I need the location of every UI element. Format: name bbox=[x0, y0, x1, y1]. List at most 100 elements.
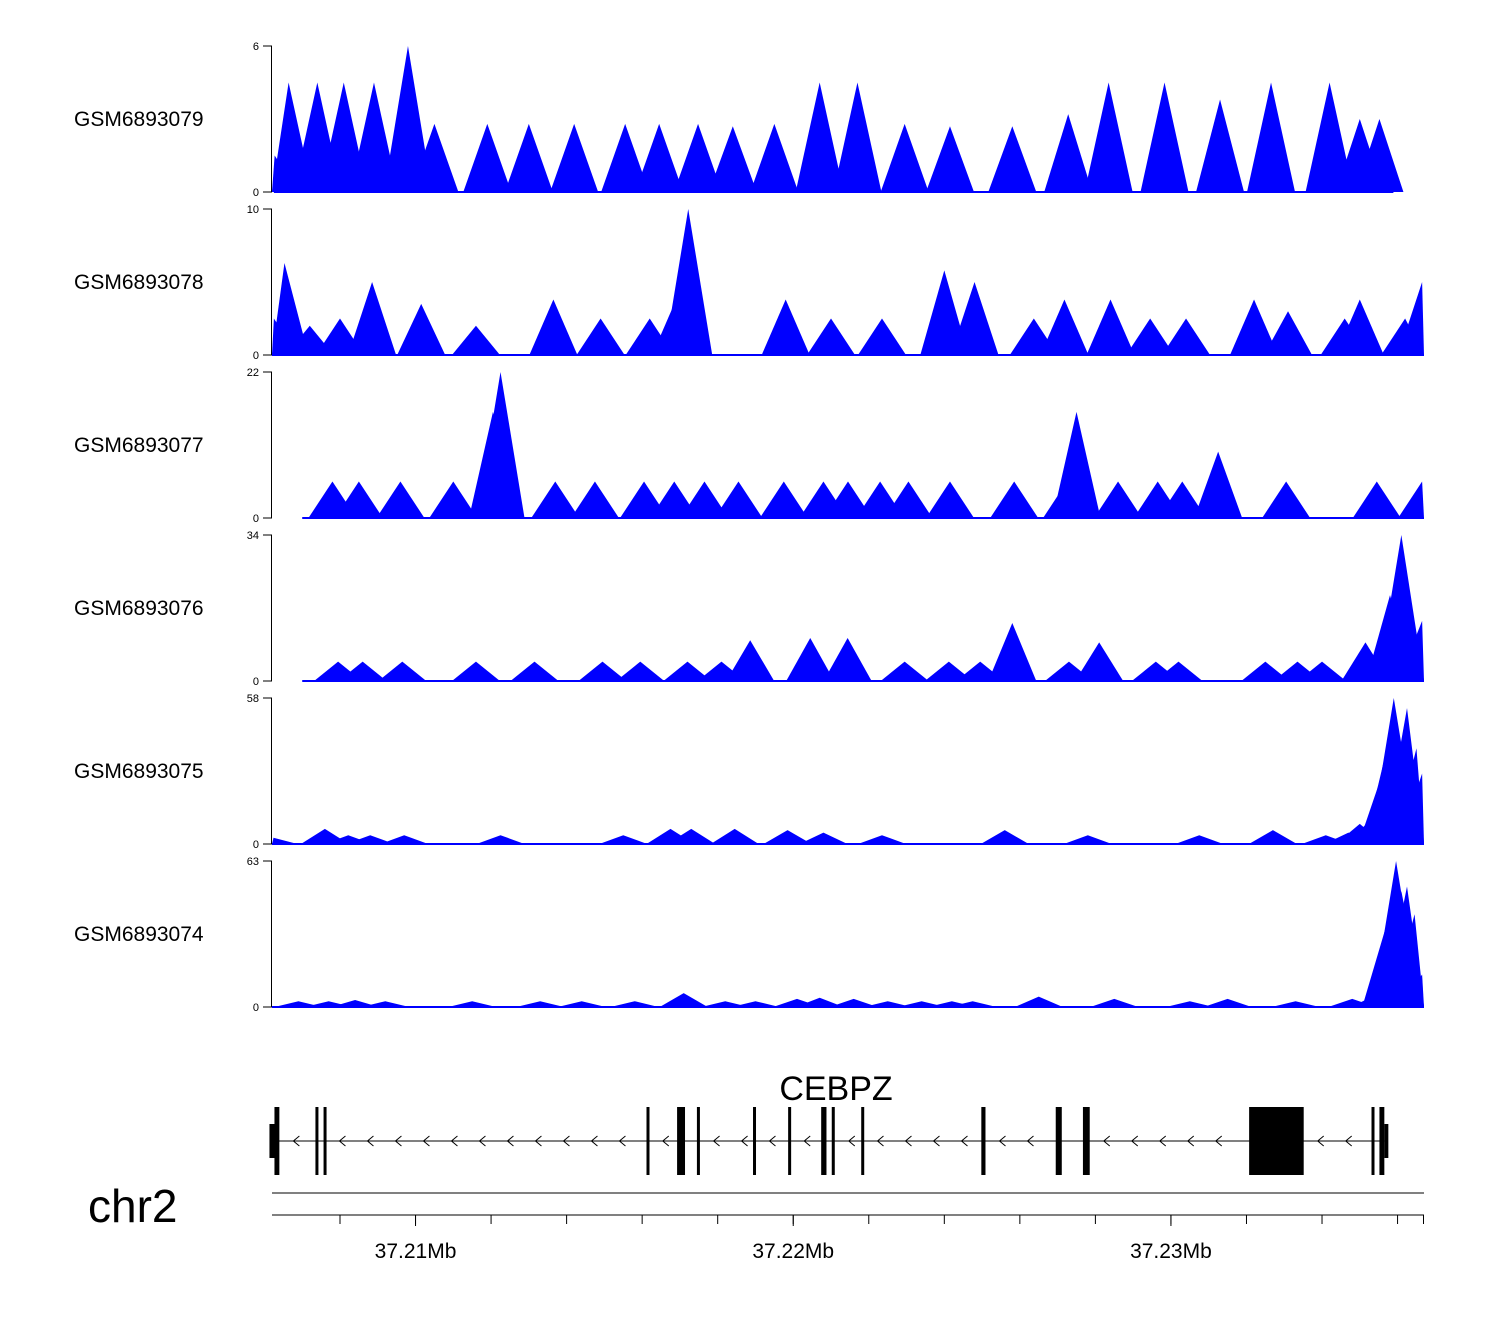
strand-arrow bbox=[1186, 1135, 1195, 1147]
y-axis-max-label: 63 bbox=[247, 856, 259, 868]
exon bbox=[677, 1107, 686, 1175]
strand-arrow bbox=[1316, 1135, 1325, 1147]
exon bbox=[821, 1107, 827, 1175]
coverage-peak bbox=[463, 123, 512, 192]
strand-arrow bbox=[450, 1135, 458, 1147]
coverage-peak bbox=[272, 837, 298, 844]
coverage-peak bbox=[576, 318, 625, 355]
coverage-peak bbox=[1305, 82, 1354, 192]
track-label: GSM6893077 bbox=[74, 434, 204, 457]
coverage-peak bbox=[1052, 411, 1101, 518]
coverage-peak bbox=[1165, 1001, 1214, 1007]
strand-arrow bbox=[1026, 1135, 1034, 1147]
coverage-peak bbox=[578, 661, 627, 681]
coverage-peak bbox=[516, 1001, 565, 1007]
coverage-peak bbox=[950, 282, 999, 355]
coverage-peak bbox=[1262, 481, 1311, 518]
coverage-peak bbox=[1247, 82, 1296, 192]
genome-axis: chr2 37.21Mb 37.22Mb 37.23Mb bbox=[88, 1180, 1424, 1263]
exon bbox=[1379, 1107, 1385, 1175]
strand-arrow bbox=[960, 1135, 968, 1147]
coverage-peak bbox=[759, 481, 808, 518]
strand-arrow bbox=[1130, 1135, 1139, 1147]
strand-arrow bbox=[740, 1135, 748, 1147]
coverage-peak bbox=[795, 82, 844, 192]
coverage-tracks: GSM689307960GSM6893078100GSM6893077220GS… bbox=[74, 41, 1424, 1014]
coverage-peak bbox=[708, 126, 757, 192]
coverage-peak bbox=[948, 1001, 997, 1007]
coverage-peak bbox=[795, 997, 844, 1007]
exon bbox=[753, 1107, 757, 1175]
coverage-peak bbox=[429, 481, 478, 518]
coverage-peak bbox=[1094, 481, 1143, 518]
coverage-peak bbox=[348, 282, 397, 355]
coverage-peak bbox=[1355, 119, 1404, 192]
coverage-peak bbox=[1248, 830, 1297, 844]
coverage-peak bbox=[346, 835, 395, 844]
strand-arrow bbox=[876, 1135, 884, 1147]
coverage-peak bbox=[601, 123, 650, 192]
coverage-peak bbox=[550, 123, 599, 192]
coverage-peak bbox=[1264, 311, 1313, 355]
coverage-peak bbox=[833, 82, 882, 192]
coverage-peak bbox=[529, 299, 578, 355]
coverage-peak bbox=[635, 123, 684, 192]
coverage-peak bbox=[476, 835, 525, 844]
strand-arrow bbox=[292, 1135, 300, 1147]
strand-arrow bbox=[661, 1135, 670, 1147]
coverage-peak bbox=[1398, 282, 1424, 355]
coverage-peak bbox=[731, 1001, 780, 1007]
strand-arrow bbox=[712, 1135, 720, 1147]
coverage-peak bbox=[925, 126, 974, 192]
strand-arrow bbox=[618, 1135, 626, 1147]
coverage-peak bbox=[334, 481, 383, 518]
coverage-peak bbox=[1154, 661, 1203, 681]
track-label: GSM6893078 bbox=[74, 271, 204, 294]
coverage-peak bbox=[786, 638, 835, 681]
coverage-peak bbox=[980, 830, 1029, 844]
coverage-peak bbox=[823, 638, 872, 681]
strand-arrow bbox=[1158, 1135, 1167, 1147]
coverage-peak bbox=[680, 481, 729, 518]
coverage-peak bbox=[1084, 82, 1133, 192]
track-GSM6893079: GSM6893079 6 0 bbox=[74, 41, 1404, 199]
strand-arrow bbox=[422, 1135, 430, 1147]
coverage-peak bbox=[531, 481, 580, 518]
coverage-peak bbox=[799, 832, 848, 844]
coverage-peak bbox=[664, 209, 713, 355]
coverage-peak bbox=[1063, 835, 1112, 844]
coverage-peak bbox=[1075, 642, 1124, 681]
coverage-peak bbox=[1196, 99, 1245, 192]
coverage-peak bbox=[701, 1001, 750, 1007]
coverage-peak bbox=[1162, 318, 1211, 355]
strand-arrow bbox=[394, 1135, 402, 1147]
track-GSM6893076: GSM6893076 34 0 bbox=[74, 530, 1424, 688]
coverage-peak bbox=[1398, 481, 1424, 518]
y-axis-max-label: 6 bbox=[253, 41, 259, 53]
track-label: GSM6893075 bbox=[74, 760, 204, 783]
coverage-peak bbox=[620, 481, 669, 518]
strand-arrow bbox=[338, 1135, 346, 1147]
coverage-peak bbox=[857, 835, 906, 844]
strand-arrow bbox=[847, 1135, 856, 1147]
y-axis-min-label: 0 bbox=[253, 839, 259, 851]
coverage-peak bbox=[990, 481, 1039, 518]
utr-block bbox=[1384, 1124, 1389, 1158]
coverage-peak bbox=[451, 661, 500, 681]
gene-annotation-track: CEBPZ bbox=[269, 1070, 1389, 1175]
coverage-peak bbox=[1398, 773, 1424, 844]
y-axis-max-label: 58 bbox=[247, 693, 259, 705]
coverage-peak bbox=[897, 1001, 946, 1007]
coverage-peak bbox=[1352, 481, 1401, 518]
coverage-peak bbox=[1158, 481, 1207, 518]
strand-arrow bbox=[1214, 1135, 1223, 1147]
coverage-peak bbox=[925, 481, 974, 518]
track-GSM6893078: GSM6893078 10 0 bbox=[74, 204, 1424, 362]
exon bbox=[1055, 1107, 1062, 1175]
coverage-peak bbox=[880, 123, 929, 192]
coverage-peak bbox=[319, 82, 368, 192]
coverage-peak bbox=[1090, 998, 1139, 1007]
coverage-peak bbox=[924, 661, 973, 681]
coverage-peak bbox=[1194, 451, 1243, 518]
